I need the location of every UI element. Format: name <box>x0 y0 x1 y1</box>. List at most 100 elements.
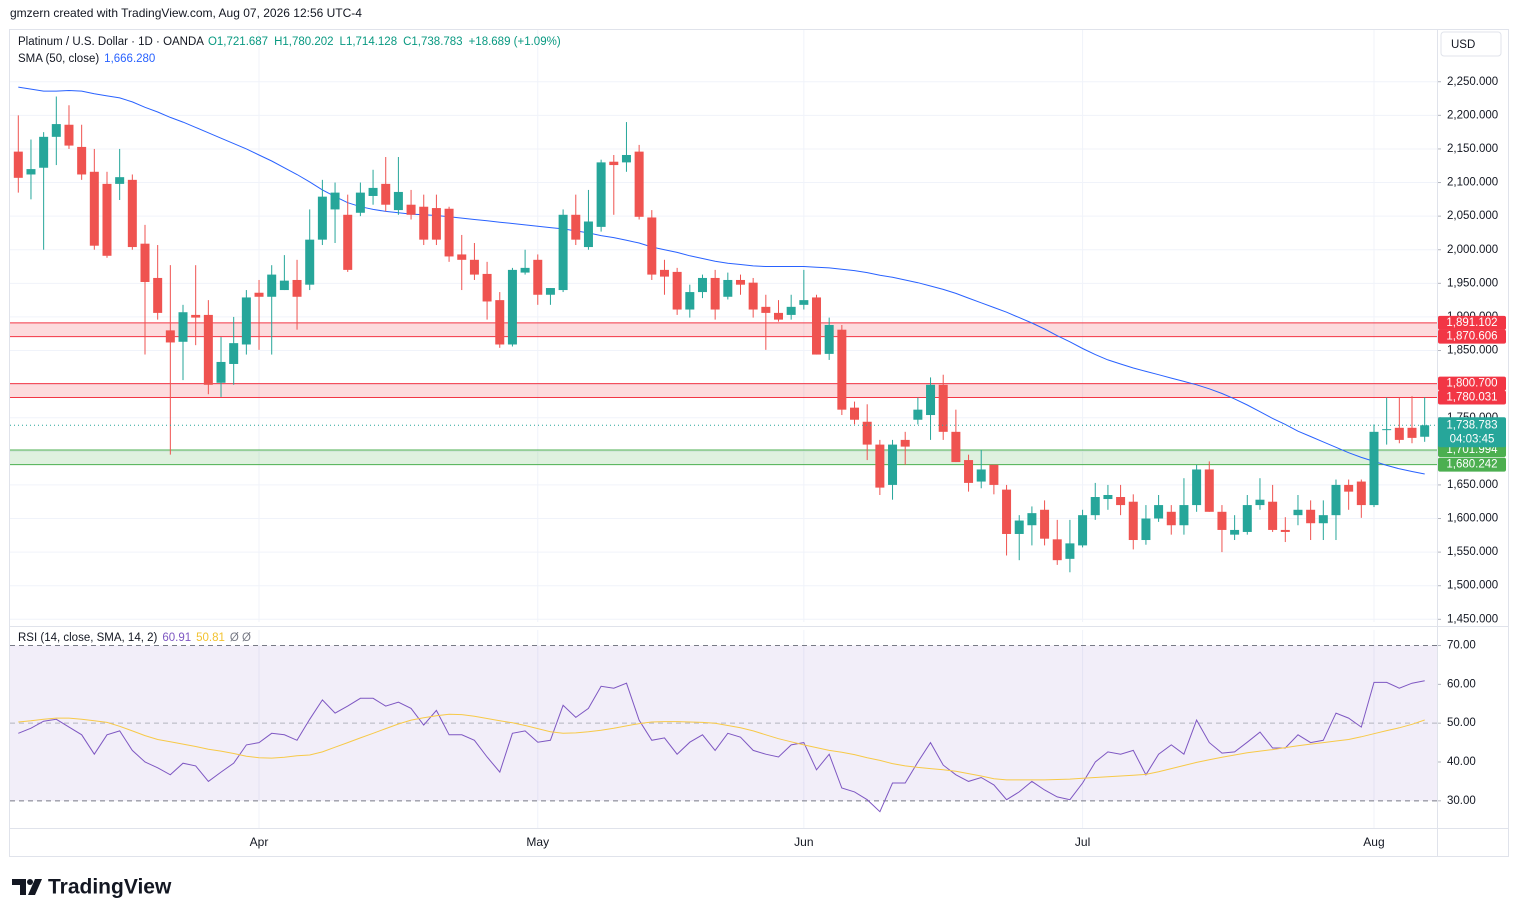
zone-price-label: 1,891.102 <box>1446 317 1497 329</box>
candle-body <box>596 162 606 227</box>
zone-price-label: 1,680.242 <box>1446 459 1497 471</box>
series-line <box>18 680 1425 813</box>
candle-body <box>495 300 505 345</box>
y-tick-label: 2,100.000 <box>1447 177 1498 189</box>
candle-body <box>457 254 467 260</box>
candle-body <box>1141 518 1151 541</box>
logo-slash <box>28 879 42 895</box>
candle-body <box>976 469 986 482</box>
candle-body <box>1040 509 1050 539</box>
candle-body <box>1052 539 1062 561</box>
candle-body <box>191 314 201 318</box>
candle-body <box>267 274 277 297</box>
candle-body <box>533 259 543 295</box>
y-tick-label: 2,200.000 <box>1447 109 1498 121</box>
x-tick-label: Jul <box>1075 835 1090 849</box>
candle-body <box>545 288 555 295</box>
rsi-ma-value: 50.81 <box>196 632 225 644</box>
y-tick-label: 40.00 <box>1447 756 1476 768</box>
y-tick-label: 1,450.000 <box>1447 613 1498 625</box>
x-tick-label: Jun <box>794 835 813 849</box>
last-price-box <box>1438 417 1506 448</box>
main-legend: Platinum / U.S. Dollar · 1D · OANDA O1,72… <box>18 36 561 48</box>
y-tick-label: 2,250.000 <box>1447 76 1498 88</box>
y-tick-label: 1,600.000 <box>1447 513 1498 525</box>
zone-price-box <box>1438 457 1506 472</box>
legend-low: L1,714.128 <box>340 36 398 48</box>
candle-body <box>216 361 226 383</box>
candle-body <box>1407 427 1417 438</box>
credit: gmzern created with TradingView.com, Aug… <box>10 6 362 20</box>
candle-body <box>368 187 378 196</box>
candle-body <box>735 279 745 285</box>
x-tick-label: May <box>526 835 549 849</box>
sma-line <box>18 86 1425 475</box>
candle-body <box>799 300 809 305</box>
candle-body <box>672 271 682 310</box>
candle-body <box>39 136 49 168</box>
candle-body <box>964 460 974 483</box>
candle-body <box>659 269 669 277</box>
y-tick-label: 1,550.000 <box>1447 546 1498 558</box>
zone-price-label: 1,800.700 <box>1446 378 1497 390</box>
candle-body <box>165 330 175 343</box>
candle-body <box>571 214 581 240</box>
candle-body <box>444 208 454 257</box>
rsi-title: RSI (14, close, SMA, 14, 2) <box>18 632 158 644</box>
candle-body <box>1014 520 1024 534</box>
candle-body <box>1065 543 1075 559</box>
sma-title: SMA (50, close) <box>18 53 99 65</box>
candle-body <box>812 297 822 355</box>
candle-body <box>862 421 872 445</box>
sma-value: 1,666.280 <box>104 53 155 65</box>
candle-body <box>482 273 492 302</box>
y-tick-label: 2,050.000 <box>1447 210 1498 222</box>
last-price-label: 1,738.783 <box>1446 419 1497 431</box>
candle-body <box>406 204 416 215</box>
candle-body <box>875 444 885 488</box>
candle-body <box>469 259 479 275</box>
candle-body <box>13 151 23 178</box>
currency: USD <box>1451 39 1475 51</box>
candle-body <box>419 206 429 240</box>
candle-body <box>292 279 302 297</box>
x-tick-label: Apr <box>250 835 269 849</box>
y-tick-label: 1,850.000 <box>1447 345 1498 357</box>
zone-price-box <box>1438 376 1506 391</box>
candle-body <box>558 214 568 291</box>
plot-layer: Apr May Jun Jul Aug 1,450.000 1,500.000 1,550.0… <box>10 30 1506 849</box>
candle-body <box>153 277 163 313</box>
candle-body <box>685 292 695 310</box>
candle-body <box>710 277 720 310</box>
legend-change: +18.689 (+1.09%) <box>469 36 561 48</box>
y-tick-label: 1,950.000 <box>1447 277 1498 289</box>
candle-body <box>913 409 923 420</box>
y-tick-label: 2,150.000 <box>1447 143 1498 155</box>
candle-body <box>1090 497 1100 516</box>
candle-body <box>102 183 112 256</box>
candle-body <box>850 407 860 420</box>
candle-body <box>951 431 961 463</box>
candle-body <box>837 329 847 410</box>
candle-body <box>609 161 619 166</box>
candle-body <box>355 192 365 213</box>
candle-body <box>115 177 125 184</box>
y-tick-label: 70.00 <box>1447 640 1476 652</box>
candle-body <box>393 191 403 211</box>
legend-high: H1,780.202 <box>274 36 333 48</box>
legend-open: O1,721.687 <box>208 36 268 48</box>
candle-body <box>1002 489 1012 534</box>
currency-box[interactable] <box>1440 31 1502 57</box>
candle-body <box>1230 529 1240 535</box>
candle-body <box>1268 501 1278 530</box>
candle-body <box>127 179 137 248</box>
candle-body <box>1306 509 1316 524</box>
candle-body <box>1280 529 1290 532</box>
candle-body <box>279 280 289 291</box>
brand-logo <box>12 879 42 895</box>
candle-body <box>203 314 213 385</box>
candle-body <box>77 146 87 175</box>
candle-body <box>1103 494 1113 500</box>
